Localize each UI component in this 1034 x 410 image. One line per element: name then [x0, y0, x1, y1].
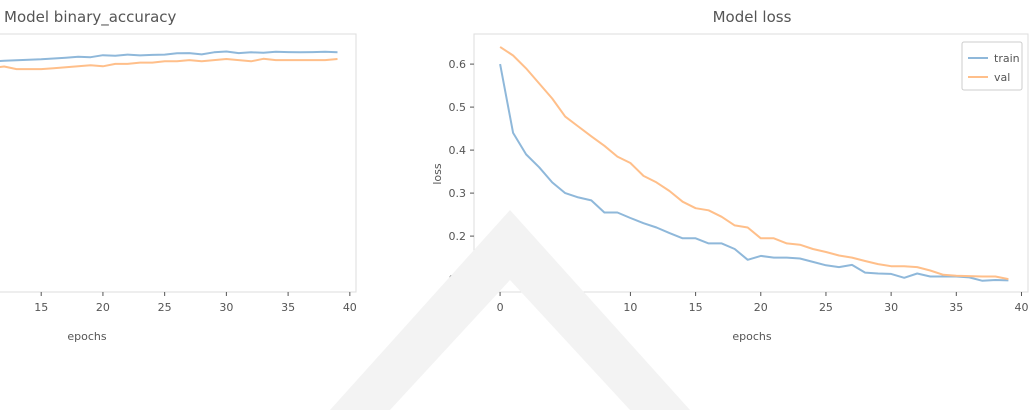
y-tick-label: 0.4: [449, 144, 467, 157]
series-line-0: [0, 50, 338, 62]
series-line-1: [0, 57, 338, 71]
loss-chart: Model loss epochs loss 0 5 10 15 20 25 30 35 40 0…: [431, 8, 1029, 343]
accuracy-chart: Model binary_accuracy epochs 15 20 25 30 35 4…: [0, 8, 357, 343]
y-tick-label: 0.3: [449, 187, 467, 200]
y-tick-label: 0.6: [449, 58, 467, 71]
loss-plot-frame: [473, 33, 1029, 293]
x-tick-label: 25: [158, 301, 172, 314]
loss-series: [499, 46, 1009, 282]
x-tick-label: 25: [819, 301, 833, 314]
loss-chart-title: Model loss: [713, 8, 792, 26]
accuracy-plot-frame: [0, 33, 357, 293]
x-tick-label: 35: [281, 301, 295, 314]
x-tick-label: 40: [1014, 301, 1028, 314]
legend-train-label: train: [994, 52, 1020, 65]
x-tick-label: 40: [343, 301, 357, 314]
x-tick-label: 30: [884, 301, 898, 314]
legend: train val: [961, 41, 1023, 91]
series-line-train: [499, 63, 1009, 282]
legend-val-label: val: [994, 71, 1010, 84]
x-tick-label: 35: [949, 301, 963, 314]
x-tick-label: 10: [623, 301, 637, 314]
series-line-val: [499, 46, 1009, 281]
x-tick-label: 0: [497, 301, 504, 314]
x-tick-label: 5: [562, 301, 569, 314]
y-tick-label: 0.5: [449, 101, 467, 114]
accuracy-x-axis-label: epochs: [67, 330, 106, 343]
y-tick-label: 0.2: [449, 230, 467, 243]
accuracy-series: [0, 50, 338, 71]
x-tick-label: 30: [219, 301, 233, 314]
legend-box: [961, 41, 1023, 91]
x-tick-label: 20: [96, 301, 110, 314]
accuracy-chart-title: Model binary_accuracy: [4, 8, 177, 27]
accuracy-x-ticks: 15 20 25 30 35 40: [34, 292, 357, 314]
x-tick-label: 15: [34, 301, 48, 314]
y-tick-label: 0.1: [449, 273, 467, 286]
loss-x-axis-label: epochs: [732, 330, 771, 343]
figure: Model binary_accuracy epochs 15 20 25 30 35 4…: [0, 8, 1029, 343]
x-tick-label: 20: [754, 301, 768, 314]
x-tick-label: 15: [689, 301, 703, 314]
loss-y-axis-label: loss: [431, 163, 444, 185]
